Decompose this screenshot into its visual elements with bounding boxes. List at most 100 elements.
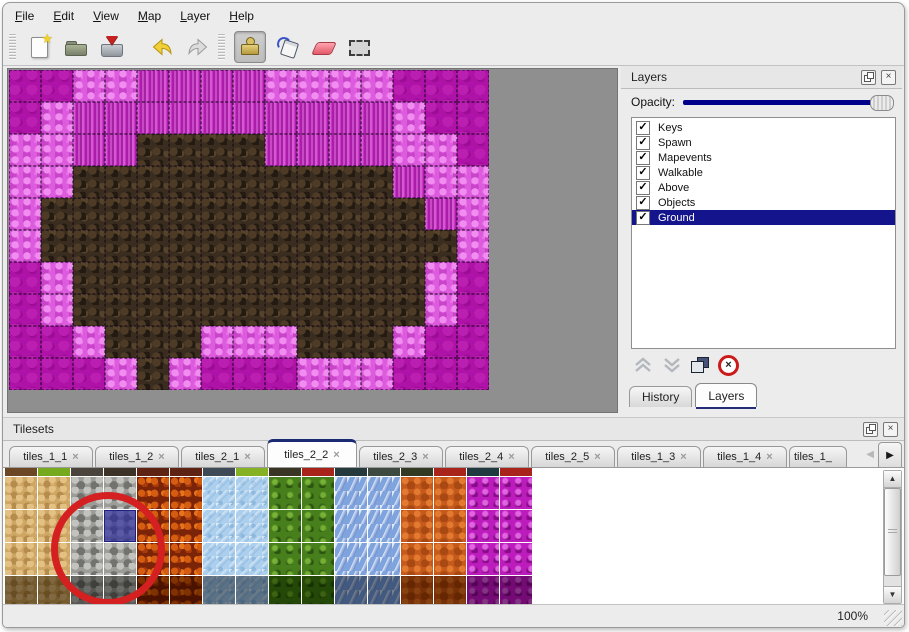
- tileset-tile-edge[interactable]: [302, 468, 334, 476]
- tileset-tile-edge[interactable]: [335, 468, 367, 476]
- opacity-slider[interactable]: [683, 95, 894, 111]
- tileset-tile-edge[interactable]: [236, 468, 268, 476]
- map-tile-light-pink-wall[interactable]: [425, 294, 457, 326]
- tileset-tile-vine-bottom[interactable]: [302, 576, 334, 606]
- map-tile-light-pink-wall[interactable]: [265, 326, 297, 358]
- layer-visibility-checkbox[interactable]: ✓: [636, 165, 650, 180]
- map-tile-light-pink-wall[interactable]: [297, 70, 329, 102]
- map-tile-brown-ground[interactable]: [297, 198, 329, 230]
- tileset-tile-ice-bottom[interactable]: [203, 576, 235, 606]
- tileset-tile-magenta[interactable]: [500, 543, 532, 575]
- map-tile-brown-ground[interactable]: [137, 294, 169, 326]
- map-tile-brown-ground[interactable]: [233, 230, 265, 262]
- map-tile-dark-magenta-wall[interactable]: [73, 358, 105, 390]
- tileset-tile-tan[interactable]: [5, 510, 37, 542]
- tileset-tile-orange-bottom[interactable]: [434, 576, 466, 606]
- map-tile-brown-ground[interactable]: [233, 198, 265, 230]
- map-tile-brown-ground[interactable]: [425, 230, 457, 262]
- map-tile-dark-magenta-wall[interactable]: [457, 294, 489, 326]
- map-tile-brown-ground[interactable]: [201, 230, 233, 262]
- menu-view[interactable]: View: [93, 9, 119, 23]
- map-tile-dark-magenta-wall[interactable]: [457, 262, 489, 294]
- tileset-tile-tan[interactable]: [5, 477, 37, 509]
- tab-close-icon[interactable]: ×: [508, 451, 515, 463]
- map-tile-brown-ground[interactable]: [329, 262, 361, 294]
- map-tile-brown-ground[interactable]: [105, 166, 137, 198]
- tileset-tile-magenta[interactable]: [500, 510, 532, 542]
- eraser-tool-button[interactable]: [308, 32, 338, 62]
- map-tile-dark-magenta-wall[interactable]: [425, 326, 457, 358]
- menu-file[interactable]: File: [15, 9, 35, 23]
- layer-row-walkable[interactable]: ✓ Walkable: [632, 165, 895, 180]
- tileset-tab-tiles_2_5[interactable]: tiles_2_5 ×: [531, 446, 615, 467]
- tileset-tile-tan[interactable]: [38, 477, 70, 509]
- map-tile-brown-ground[interactable]: [297, 166, 329, 198]
- map-tile-dark-magenta-wall[interactable]: [201, 358, 233, 390]
- tileset-tile-edge[interactable]: [434, 468, 466, 476]
- map-tile-magenta-wall[interactable]: [329, 102, 361, 134]
- layer-visibility-checkbox[interactable]: ✓: [636, 150, 650, 165]
- map-tile-brown-ground[interactable]: [201, 198, 233, 230]
- tileset-tile-orange[interactable]: [401, 510, 433, 542]
- tileset-tab-tiles_1_2[interactable]: tiles_1_2 ×: [95, 446, 179, 467]
- undo-tool-button[interactable]: [147, 32, 177, 62]
- tileset-tile-edge[interactable]: [38, 468, 70, 476]
- tileset-tile-vine[interactable]: [269, 477, 301, 509]
- map-tile-brown-ground[interactable]: [169, 262, 201, 294]
- tileset-tile-lava[interactable]: [170, 543, 202, 575]
- toolbar-drag-handle[interactable]: [9, 34, 16, 60]
- tileset-tab-tiles_1_3[interactable]: tiles_1_3 ×: [617, 446, 701, 467]
- tileset-tile-crystal-bottom[interactable]: [335, 576, 367, 606]
- tileset-tile-magenta[interactable]: [467, 543, 499, 575]
- tileset-tile-crystal[interactable]: [335, 477, 367, 509]
- layer-visibility-checkbox[interactable]: ✓: [636, 135, 650, 150]
- map-tile-brown-ground[interactable]: [233, 262, 265, 294]
- map-tile-magenta-wall[interactable]: [425, 198, 457, 230]
- map-tile-magenta-wall[interactable]: [233, 70, 265, 102]
- map-tile-brown-ground[interactable]: [169, 294, 201, 326]
- tileset-tile-crystal[interactable]: [335, 543, 367, 575]
- layer-row-mapevents[interactable]: ✓ Mapevents: [632, 150, 895, 165]
- map-tile-brown-ground[interactable]: [201, 262, 233, 294]
- map-tile-light-pink-wall[interactable]: [297, 358, 329, 390]
- opacity-slider-thumb[interactable]: [870, 95, 894, 111]
- map-tile-light-pink-wall[interactable]: [393, 134, 425, 166]
- map-tile-brown-ground[interactable]: [361, 294, 393, 326]
- layer-row-objects[interactable]: ✓ Objects: [632, 195, 895, 210]
- map-tile-light-pink-wall[interactable]: [105, 70, 137, 102]
- tileset-tile-ice[interactable]: [203, 477, 235, 509]
- map-tile-brown-ground[interactable]: [137, 166, 169, 198]
- map-tile-magenta-wall[interactable]: [329, 134, 361, 166]
- tileset-tile-ice[interactable]: [236, 543, 268, 575]
- map-tile-light-pink-wall[interactable]: [393, 326, 425, 358]
- map-tile-light-pink-wall[interactable]: [265, 70, 297, 102]
- map-tile-light-pink-wall[interactable]: [9, 230, 41, 262]
- map-tile-dark-magenta-wall[interactable]: [9, 294, 41, 326]
- tileset-tile-edge[interactable]: [5, 468, 37, 476]
- tileset-tile-crystal[interactable]: [368, 477, 400, 509]
- map-tile-brown-ground[interactable]: [137, 134, 169, 166]
- close-panel-icon[interactable]: ×: [881, 69, 896, 85]
- map-tile-brown-ground[interactable]: [329, 198, 361, 230]
- map-tile-magenta-wall[interactable]: [105, 134, 137, 166]
- map-tile-brown-ground[interactable]: [73, 198, 105, 230]
- map-tile-brown-ground[interactable]: [105, 326, 137, 358]
- map-tile-light-pink-wall[interactable]: [41, 294, 73, 326]
- new-file-tool-button[interactable]: [25, 31, 55, 62]
- tileset-tile-ice[interactable]: [203, 510, 235, 542]
- tileset-tile-edge[interactable]: [368, 468, 400, 476]
- layer-row-above[interactable]: ✓ Above: [632, 180, 895, 195]
- map-tile-brown-ground[interactable]: [169, 230, 201, 262]
- map-tile-dark-magenta-wall[interactable]: [457, 102, 489, 134]
- tileset-tile-crystal-bottom[interactable]: [368, 576, 400, 606]
- map-tile-brown-ground[interactable]: [297, 262, 329, 294]
- map-tile-light-pink-wall[interactable]: [41, 102, 73, 134]
- tileset-tile-vine[interactable]: [302, 477, 334, 509]
- tileset-tile-orange[interactable]: [401, 477, 433, 509]
- map-tile-brown-ground[interactable]: [329, 326, 361, 358]
- tileset-tile-ice[interactable]: [236, 477, 268, 509]
- map-tile-brown-ground[interactable]: [233, 166, 265, 198]
- scroll-tabs-right-button[interactable]: ▶: [878, 441, 902, 468]
- tileset-tile-vine[interactable]: [269, 510, 301, 542]
- map-tile-light-pink-wall[interactable]: [9, 198, 41, 230]
